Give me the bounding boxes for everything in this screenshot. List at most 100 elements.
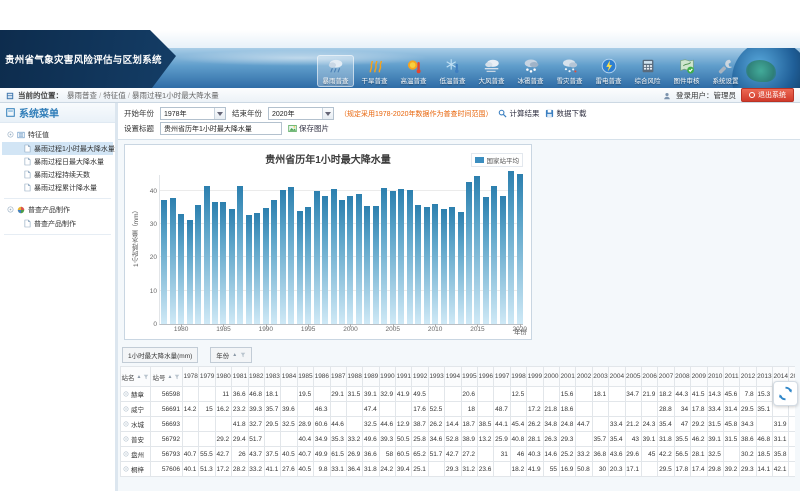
breadcrumb-item[interactable]: 暴雨普查 xyxy=(67,90,97,100)
year-field-chip[interactable]: 年份 ▲ xyxy=(210,347,253,363)
tree-toggle-icon[interactable] xyxy=(7,206,14,213)
value-cell-56598-1986 xyxy=(313,386,331,402)
row-select-icon[interactable] xyxy=(123,451,129,457)
nav-item-risk[interactable]: 综合风险 xyxy=(629,55,666,87)
column-header-year-2002[interactable]: 2002 xyxy=(575,366,593,387)
column-header-year-2009[interactable]: 2009 xyxy=(690,366,708,387)
column-header-year-2010[interactable]: 2010 xyxy=(706,366,724,387)
row-select-icon[interactable] xyxy=(123,391,129,397)
sidebar-item[interactable]: 暴雨过程累计降水量 xyxy=(2,181,113,194)
column-header-station-name[interactable]: 站名 ▲ xyxy=(120,366,151,387)
column-header-year-1982[interactable]: 1982 xyxy=(247,366,265,387)
column-header-year-2013[interactable]: 2013 xyxy=(755,366,774,387)
column-header-year-1988[interactable]: 1988 xyxy=(345,366,364,387)
column-header-year-1987[interactable]: 1987 xyxy=(329,366,347,387)
nav-item-map-review[interactable]: 图件审核 xyxy=(668,55,705,87)
nav-item-lightning[interactable]: 雷电普查 xyxy=(590,55,627,87)
breadcrumb-separator: / xyxy=(97,90,104,100)
column-header-year-1995[interactable]: 1995 xyxy=(460,366,479,387)
value-cell-56598-1995: 20.6 xyxy=(460,386,479,402)
sidebar-item[interactable]: 暴雨过程日最大降水量 xyxy=(2,155,113,168)
breadcrumb-item[interactable]: 暴雨过程1小时最大降水量 xyxy=(132,90,219,100)
end-year-select[interactable]: 2020年 xyxy=(268,107,334,120)
nav-item-rainstorm[interactable]: 暴雨普查 xyxy=(317,55,354,87)
value-cell-56793-2010: 32.5 xyxy=(706,446,724,462)
column-header-year-1994[interactable]: 1994 xyxy=(444,366,462,387)
column-header-year-1992[interactable]: 1992 xyxy=(411,366,429,387)
nav-item-hail[interactable]: 冰雹普查 xyxy=(512,55,549,87)
column-header-year-1997[interactable]: 1997 xyxy=(493,366,511,387)
start-year-select[interactable]: 1978年 xyxy=(160,107,226,120)
nav-item-low-temp[interactable]: 低温普查 xyxy=(434,55,471,87)
column-header-year-2000[interactable]: 2000 xyxy=(542,366,560,387)
row-select-icon[interactable] xyxy=(123,406,129,412)
sidebar-item[interactable]: 暴雨过程持续天数 xyxy=(2,168,113,181)
logout-button[interactable]: 退出系统 xyxy=(741,88,794,102)
value-cell-56792-2000: 26.3 xyxy=(542,431,560,447)
value-cell-56691-2012: 29.5 xyxy=(739,401,757,417)
save-image-button[interactable]: 保存图片 xyxy=(288,123,329,134)
column-header-year-1986[interactable]: 1986 xyxy=(313,366,331,387)
value-cell-56693-2013 xyxy=(755,416,774,432)
nav-item-wind[interactable]: 大风普查 xyxy=(473,55,510,87)
column-header-year-1983[interactable]: 1983 xyxy=(263,366,282,387)
breadcrumb-item[interactable]: 特征值 xyxy=(103,90,126,100)
column-header-year-1979[interactable]: 1979 xyxy=(198,366,216,387)
bar-1989 xyxy=(254,212,261,324)
value-cell-56793-1985: 40.7 xyxy=(296,446,315,462)
column-header-year-1981[interactable]: 1981 xyxy=(231,366,249,387)
column-header-year-1991[interactable]: 1991 xyxy=(395,366,413,387)
column-header-year-1998[interactable]: 1998 xyxy=(509,366,528,387)
column-header-year-1989[interactable]: 1989 xyxy=(362,366,380,387)
nav-label: 图件审核 xyxy=(673,78,700,85)
column-header-year-1980[interactable]: 1980 xyxy=(214,366,233,387)
column-header-year-2007[interactable]: 2007 xyxy=(657,366,675,387)
value-cell-56693-1997: 44.1 xyxy=(493,416,511,432)
value-cell-56693-1994: 14.4 xyxy=(444,416,462,432)
row-select-icon[interactable] xyxy=(123,436,129,442)
nav-item-drought[interactable]: 干旱普查 xyxy=(356,55,393,87)
column-header-year-2008[interactable]: 2008 xyxy=(673,366,692,387)
column-header-year-1984[interactable]: 1984 xyxy=(280,366,298,387)
row-select-icon[interactable] xyxy=(123,466,129,472)
chart-legend[interactable]: 国家站平均 xyxy=(470,153,523,167)
refresh-icon[interactable] xyxy=(773,381,798,406)
column-header-year-1978[interactable]: 1978 xyxy=(181,366,200,387)
calculate-button[interactable]: 计算结果 xyxy=(498,108,539,119)
sidebar-item[interactable]: 暴雨过程1小时最大降水量 xyxy=(2,142,115,155)
tree-group-1[interactable]: 普查产品制作 xyxy=(2,203,113,217)
column-header-station-id[interactable]: 站号 ▲ xyxy=(150,366,183,387)
download-button[interactable]: 数据下载 xyxy=(545,108,586,119)
value-cell-56691-1994 xyxy=(444,401,462,417)
breadcrumb-separator: / xyxy=(125,90,133,100)
tree-group-0[interactable]: 特征值 xyxy=(2,128,113,142)
value-cell-57606-1999: 41.9 xyxy=(526,461,544,477)
bar-2003 xyxy=(372,206,379,324)
sidebar-item[interactable]: 普查产品制作 xyxy=(2,217,113,230)
sidebar-item-label: 普查产品制作 xyxy=(34,220,76,228)
value-cell-56792-2008: 35.5 xyxy=(673,431,692,447)
chart-title-input[interactable] xyxy=(160,122,282,135)
tree-toggle-icon[interactable] xyxy=(7,131,14,138)
value-cell-56598-1978 xyxy=(181,386,200,402)
value-cell-57606-1986: 9.8 xyxy=(313,461,331,477)
column-header-year-2012[interactable]: 2012 xyxy=(739,366,757,387)
column-header-year-2011[interactable]: 2011 xyxy=(722,366,741,387)
column-header-year-2004[interactable]: 2004 xyxy=(608,366,626,387)
nav-item-high-temp[interactable]: 高温普查 xyxy=(395,55,432,87)
column-header-year-2005[interactable]: 2005 xyxy=(624,366,642,387)
measure-field-chip[interactable]: 1小时最大降水量(mm) xyxy=(122,347,199,363)
column-header-year-2006[interactable]: 2006 xyxy=(640,366,659,387)
row-select-icon[interactable] xyxy=(123,421,129,427)
column-header-year-2003[interactable]: 2003 xyxy=(591,366,610,387)
nav-item-settings[interactable]: 系统设置 xyxy=(707,55,744,87)
column-header-year-1999[interactable]: 1999 xyxy=(526,366,544,387)
column-header-year-1993[interactable]: 1993 xyxy=(427,366,446,387)
nav-item-snow[interactable]: 雪灾普查 xyxy=(551,55,588,87)
column-header-year-1996[interactable]: 1996 xyxy=(477,366,495,387)
column-header-year-2001[interactable]: 2001 xyxy=(558,366,577,387)
column-header-year-1990[interactable]: 1990 xyxy=(378,366,397,387)
value-cell-56598-1984 xyxy=(280,386,298,402)
location-label: 当前的位置： xyxy=(18,90,63,100)
column-header-year-1985[interactable]: 1985 xyxy=(296,366,315,387)
